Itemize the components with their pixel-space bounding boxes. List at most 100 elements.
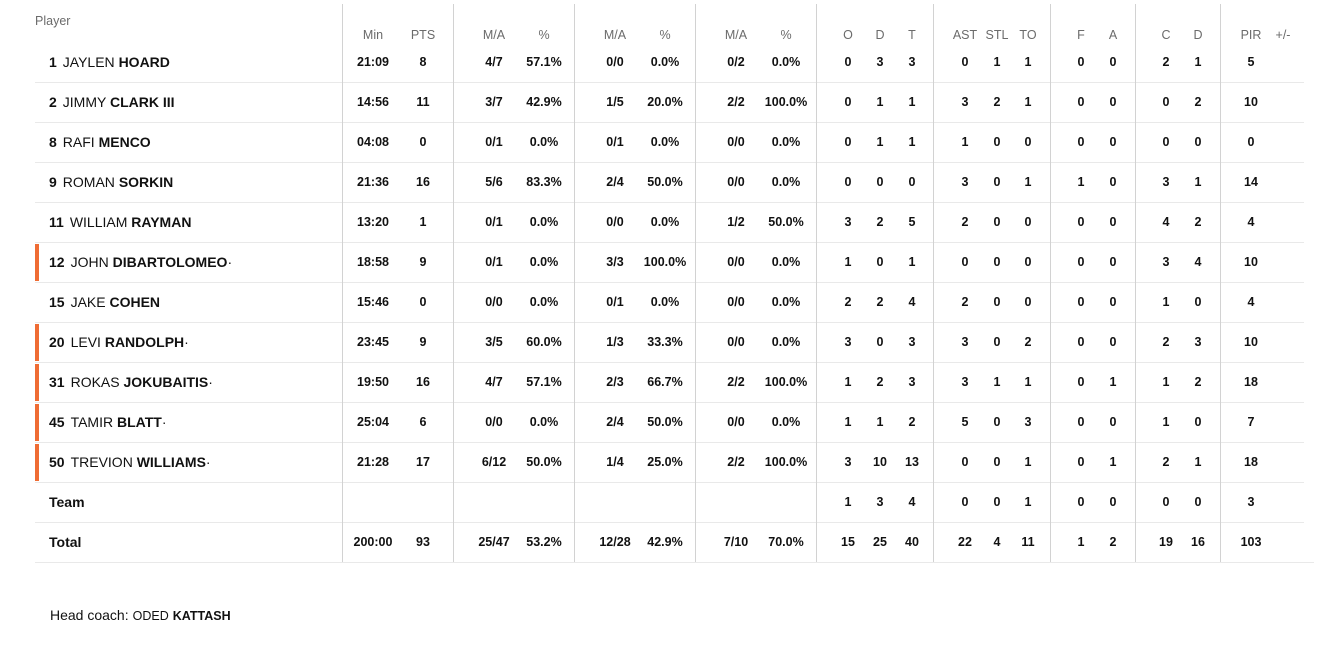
stat-twopt-made: 4/7: [485, 375, 503, 389]
player-name[interactable]: 8 RAFI MENCO: [49, 122, 151, 162]
player-name[interactable]: 31 ROKAS JOKUBAITIS·: [49, 374, 213, 390]
stat-reb-off: 2: [844, 295, 852, 309]
stat-foul-against: 0: [1109, 55, 1117, 69]
stat-min: 21:36: [357, 175, 389, 189]
stat-twopt-pct: 60.0%: [526, 335, 562, 349]
stat-twopt-made: 5/6: [485, 175, 503, 189]
player-name[interactable]: 50 TREVION WILLIAMS·: [49, 454, 211, 470]
player-row[interactable]: 1 JAYLEN HOARD 21:09 8 4/7 57.1% 0/0 0.0% 0/2 0.0…: [35, 42, 1304, 83]
col-header-ast: AST: [952, 28, 978, 42]
stat-threept-pct: 0.0%: [650, 135, 680, 149]
player-row[interactable]: 12 JOHN DIBARTOLOMEO· 18:58 9 0/1 0.0% 3/3 100.…: [35, 242, 1304, 283]
stat-pts: 0: [419, 295, 427, 309]
player-name[interactable]: 2 JIMMY CLARK III: [49, 82, 175, 122]
player-row[interactable]: 9 ROMAN SORKIN 21:36 16 5/6 83.3% 2/4 50.0% 0/0 0…: [35, 162, 1304, 203]
stat-threept-made: 2/3: [606, 375, 624, 389]
player-first-name: TREVION: [70, 454, 133, 470]
stat-twopt-made: 4/7: [485, 55, 503, 69]
player-name[interactable]: 20 LEVI RANDOLPH·: [49, 334, 189, 350]
stat-to: 1: [1024, 495, 1032, 509]
stat-stl: 4: [993, 535, 1001, 549]
stat-block-committed: 3: [1162, 175, 1170, 189]
stat-twopt-made: [466, 482, 522, 522]
column-group-divider: [1135, 4, 1136, 562]
column-group-divider: [1050, 4, 1051, 562]
player-last-name: RANDOLPH: [104, 334, 185, 350]
stat-reb-off: 1: [844, 375, 852, 389]
stat-threept-pct: 42.9%: [647, 535, 683, 549]
stat-pir: 5: [1247, 55, 1255, 69]
stat-block-against: 0: [1194, 135, 1202, 149]
player-number: 2: [49, 94, 57, 110]
player-name[interactable]: 12 JOHN DIBARTOLOMEO·: [49, 254, 233, 270]
stat-reb-total: 1: [908, 95, 916, 109]
player-name[interactable]: 15 JAKE COHEN: [49, 282, 160, 322]
stat-min: [345, 482, 401, 522]
player-name[interactable]: 1 JAYLEN HOARD: [49, 42, 170, 82]
stat-block-against: 0: [1194, 295, 1202, 309]
player-name[interactable]: 45 TAMIR BLATT·: [49, 414, 167, 430]
player-first-name: JIMMY: [62, 94, 107, 110]
team-row[interactable]: Team 1 3 4 0 0 1 0 0 0 0 3: [35, 482, 1304, 523]
stat-twopt-made: 6/12: [481, 455, 507, 469]
stat-ft-made: 0/0: [727, 175, 745, 189]
col-header-block-committed: C: [1161, 28, 1171, 42]
stat-foul-committed: 0: [1077, 415, 1085, 429]
stat-to: 0: [1024, 135, 1032, 149]
player-row[interactable]: 20 LEVI RANDOLPH· 23:45 9 3/5 60.0% 1/3 33.3% 0/…: [35, 322, 1304, 363]
stat-block-against: 3: [1194, 335, 1202, 349]
player-row[interactable]: 11 WILLIAM RAYMAN 13:20 1 0/1 0.0% 0/0 0.0% 1/2 5…: [35, 202, 1304, 243]
stat-ft-pct: 100.0%: [764, 455, 808, 469]
stat-block-against: 16: [1191, 535, 1205, 549]
stat-reb-total: 3: [908, 375, 916, 389]
stat-plus-minus: [1255, 362, 1311, 402]
stat-pts: 9: [419, 335, 427, 349]
player-name[interactable]: 9 ROMAN SORKIN: [49, 162, 173, 202]
col-header-twopt-made: M/A: [482, 28, 506, 42]
player-row[interactable]: 2 JIMMY CLARK III 14:56 11 3/7 42.9% 1/5 20.0% 2…: [35, 82, 1304, 123]
stat-ft-pct: 100.0%: [764, 95, 808, 109]
stat-threept-made: 0/0: [606, 215, 624, 229]
stat-ft-made: 2/2: [727, 455, 745, 469]
stat-ft-pct: 100.0%: [764, 375, 808, 389]
stat-reb-def: 1: [876, 415, 884, 429]
stat-min: 200:00: [353, 535, 393, 549]
stat-threept-made: 2/4: [606, 175, 624, 189]
player-row[interactable]: 31 ROKAS JOKUBAITIS· 19:50 16 4/7 57.1% 2/3 66.…: [35, 362, 1304, 403]
player-row[interactable]: 50 TREVION WILLIAMS· 21:28 17 6/12 50.0% 1/4 25…: [35, 442, 1304, 483]
stat-pir: 103: [1240, 535, 1262, 549]
stat-pir: 7: [1247, 415, 1255, 429]
player-row[interactable]: 15 JAKE COHEN 15:46 0 0/0 0.0% 0/1 0.0% 0/0 0.0% 2…: [35, 282, 1304, 323]
player-number: 11: [49, 214, 64, 230]
stat-ast: 2: [961, 215, 969, 229]
stat-reb-off: 1: [844, 495, 852, 509]
player-row[interactable]: 8 RAFI MENCO 04:08 0 0/1 0.0% 0/1 0.0% 0/0 0.0% 0 1…: [35, 122, 1304, 163]
player-row[interactable]: 45 TAMIR BLATT· 25:04 6 0/0 0.0% 2/4 50.0% 0/0 0.…: [35, 402, 1304, 443]
stat-twopt-made: 0/1: [485, 255, 503, 269]
stat-stl: 1: [993, 375, 1001, 389]
stat-foul-against: 0: [1109, 335, 1117, 349]
head-coach-last-name: KATTASH: [172, 609, 231, 623]
col-header-threept-pct: %: [659, 28, 671, 42]
stat-threept-pct: 50.0%: [647, 415, 683, 429]
player-last-name: JOKUBAITIS: [123, 374, 209, 390]
stat-reb-total: 3: [908, 335, 916, 349]
stat-foul-against: 0: [1109, 135, 1117, 149]
player-name[interactable]: 11 WILLIAM RAYMAN: [49, 202, 191, 242]
stat-ast: 0: [961, 495, 969, 509]
stat-twopt-pct: 0.0%: [529, 295, 559, 309]
total-row-label: Total: [49, 534, 82, 550]
stat-block-against: 0: [1194, 495, 1202, 509]
stat-ft-made: 0/0: [727, 295, 745, 309]
stat-pts: 17: [416, 455, 430, 469]
player-first-name: JAYLEN: [62, 54, 115, 70]
stat-foul-against: 0: [1109, 295, 1117, 309]
stat-block-against: 1: [1194, 175, 1202, 189]
stat-threept-pct: 0.0%: [650, 215, 680, 229]
stat-ft-made: 2/2: [727, 95, 745, 109]
stat-threept-made: 0/1: [606, 295, 624, 309]
stat-reb-total: 1: [908, 135, 916, 149]
total-row[interactable]: Total 200:00 93 25/47 53.2% 12/28 42.9% 7/10 70.…: [35, 522, 1314, 563]
stat-ast: 1: [961, 135, 969, 149]
stat-stl: 2: [993, 95, 1001, 109]
